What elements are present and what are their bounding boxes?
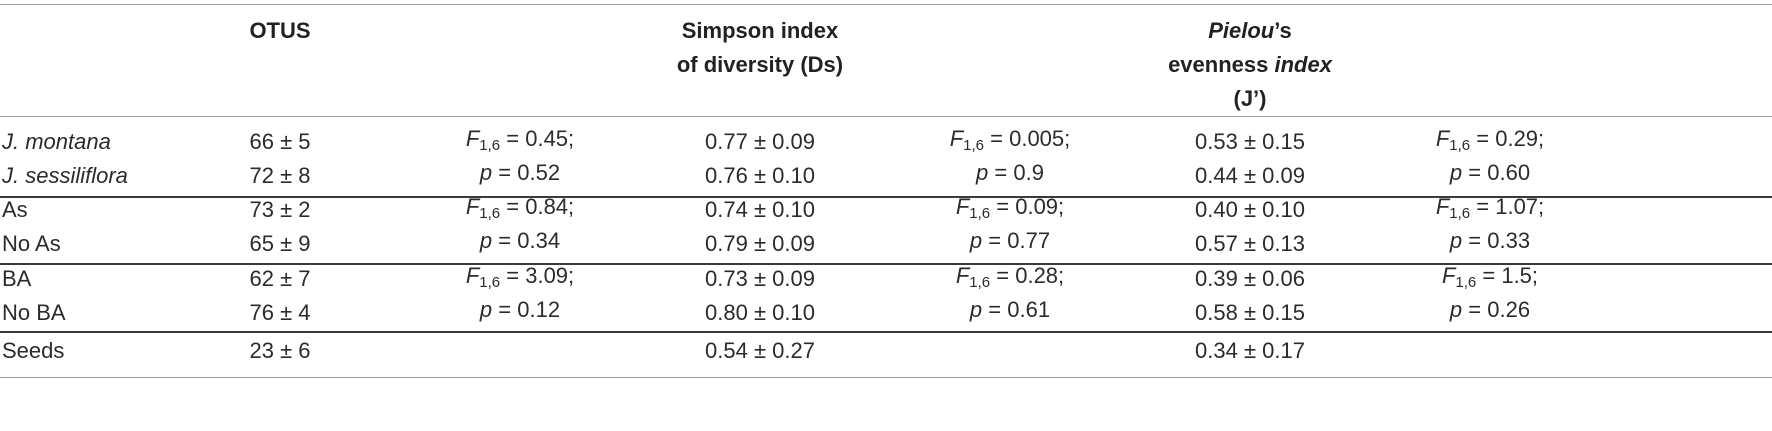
row-label: No As <box>2 227 222 261</box>
f-value: 1.07 <box>1495 194 1539 219</box>
otus-value-text: 72 ± 8 <box>249 163 311 188</box>
p-value: 0.61 <box>1007 297 1051 322</box>
row-label-text: BA <box>2 266 32 291</box>
row-label: As <box>2 193 222 227</box>
p-value: 0.34 <box>517 228 561 253</box>
pielou-value: 0.57 ± 0.13 <box>1140 227 1360 261</box>
row-label-text: Seeds <box>2 338 65 363</box>
pielou-stat: F1,6 = 1.5; p = 0.26 <box>1441 263 1539 322</box>
pielou-stat: F1,6 = 1.07; p = 0.33 <box>1435 194 1545 253</box>
otus-stat: F1,6 = 3.09; p = 0.12 <box>465 263 575 322</box>
simpson-stat: F1,6 = 0.005; p = 0.9 <box>949 126 1071 185</box>
otus-value: 62 ± 7 <box>180 262 380 296</box>
p-value: 0.26 <box>1487 297 1531 322</box>
p-value: 0.9 <box>1013 160 1044 185</box>
p-value: 0.52 <box>517 160 561 185</box>
f-value: 3.09 <box>525 263 569 288</box>
f-value: 0.28 <box>1015 263 1059 288</box>
row-label: No BA <box>2 296 222 330</box>
f-value: 0.84 <box>525 194 569 219</box>
header-otus: OTUS <box>249 18 311 43</box>
simpson-value-text: 0.54 ± 0.27 <box>705 338 815 363</box>
otus-value: 73 ± 2 <box>180 193 380 227</box>
row-label: Seeds <box>2 334 222 368</box>
pielou-value-text: 0.53 ± 0.15 <box>1195 129 1305 154</box>
otus-stat: F1,6 = 0.45; p = 0.52 <box>465 126 575 185</box>
simpson-stat: F1,6 = 0.28; p = 0.61 <box>955 263 1065 322</box>
otus-value-text: 65 ± 9 <box>249 231 311 256</box>
simpson-stat: F1,6 = 0.09; p = 0.77 <box>955 194 1065 253</box>
pielou-value: 0.34 ± 0.17 <box>1140 334 1360 368</box>
header-rule <box>0 116 1772 117</box>
simpson-value: 0.73 ± 0.09 <box>660 262 860 296</box>
pielou-value-text: 0.58 ± 0.15 <box>1195 300 1305 325</box>
pielou-value-text: 0.34 ± 0.17 <box>1195 338 1305 363</box>
header-pielou: Pielou’s evenness index (J’) <box>1168 18 1332 111</box>
p-value: 0.77 <box>1007 228 1051 253</box>
row-label-text: J. montana <box>2 129 111 154</box>
top-rule <box>0 4 1772 5</box>
f-value: 0.29 <box>1495 126 1539 151</box>
f-value: 0.005 <box>1009 126 1065 151</box>
row-label: J. sessiliflora <box>2 159 222 193</box>
group-divider <box>0 331 1772 333</box>
pielou-value: 0.40 ± 0.10 <box>1140 193 1360 227</box>
simpson-value: 0.76 ± 0.10 <box>660 159 860 193</box>
pielou-value: 0.44 ± 0.09 <box>1140 159 1360 193</box>
header-simpson: Simpson index of diversity (Ds) <box>676 18 844 77</box>
otus-value-text: 66 ± 5 <box>249 129 311 154</box>
otus-value: 23 ± 6 <box>180 334 380 368</box>
simpson-value-text: 0.74 ± 0.10 <box>705 197 815 222</box>
simpson-value: 0.79 ± 0.09 <box>660 227 860 261</box>
p-value: 0.60 <box>1487 160 1531 185</box>
simpson-value-text: 0.73 ± 0.09 <box>705 266 815 291</box>
pielou-value-text: 0.57 ± 0.13 <box>1195 231 1305 256</box>
otus-value-text: 76 ± 4 <box>249 300 311 325</box>
group-divider <box>0 196 1772 198</box>
pielou-stat: F1,6 = 0.29; p = 0.60 <box>1435 126 1545 185</box>
simpson-value-text: 0.80 ± 0.10 <box>705 300 815 325</box>
simpson-value-text: 0.77 ± 0.09 <box>705 129 815 154</box>
pielou-value: 0.39 ± 0.06 <box>1140 262 1360 296</box>
simpson-value-text: 0.76 ± 0.10 <box>705 163 815 188</box>
group-divider <box>0 263 1772 265</box>
p-value: 0.33 <box>1487 228 1531 253</box>
otus-value: 76 ± 4 <box>180 296 380 330</box>
simpson-value: 0.54 ± 0.27 <box>660 334 860 368</box>
otus-value-text: 73 ± 2 <box>249 197 311 222</box>
pielou-value-text: 0.40 ± 0.10 <box>1195 197 1305 222</box>
pielou-value: 0.58 ± 0.15 <box>1140 296 1360 330</box>
simpson-value: 0.80 ± 0.10 <box>660 296 860 330</box>
p-value: 0.12 <box>517 297 561 322</box>
otus-stat: F1,6 = 0.84; p = 0.34 <box>465 194 575 253</box>
otus-value: 72 ± 8 <box>180 159 380 193</box>
row-label-text: As <box>2 197 28 222</box>
row-label-text: No As <box>2 231 61 256</box>
f-value: 1.5 <box>1501 263 1532 288</box>
row-label-text: J. sessiliflora <box>2 163 128 188</box>
pielou-value-text: 0.44 ± 0.09 <box>1195 163 1305 188</box>
pielou-value: 0.53 ± 0.15 <box>1140 125 1360 159</box>
row-label-text: No BA <box>2 300 66 325</box>
otus-value-text: 23 ± 6 <box>249 338 311 363</box>
row-label: BA <box>2 262 222 296</box>
simpson-value: 0.74 ± 0.10 <box>660 193 860 227</box>
f-value: 0.09 <box>1015 194 1059 219</box>
otus-value: 65 ± 9 <box>180 227 380 261</box>
bottom-rule <box>0 377 1772 378</box>
pielou-value-text: 0.39 ± 0.06 <box>1195 266 1305 291</box>
simpson-value: 0.77 ± 0.09 <box>660 125 860 159</box>
otus-value-text: 62 ± 7 <box>249 266 311 291</box>
row-label: J. montana <box>2 125 222 159</box>
f-value: 0.45 <box>525 126 569 151</box>
simpson-value-text: 0.79 ± 0.09 <box>705 231 815 256</box>
otus-value: 66 ± 5 <box>180 125 380 159</box>
